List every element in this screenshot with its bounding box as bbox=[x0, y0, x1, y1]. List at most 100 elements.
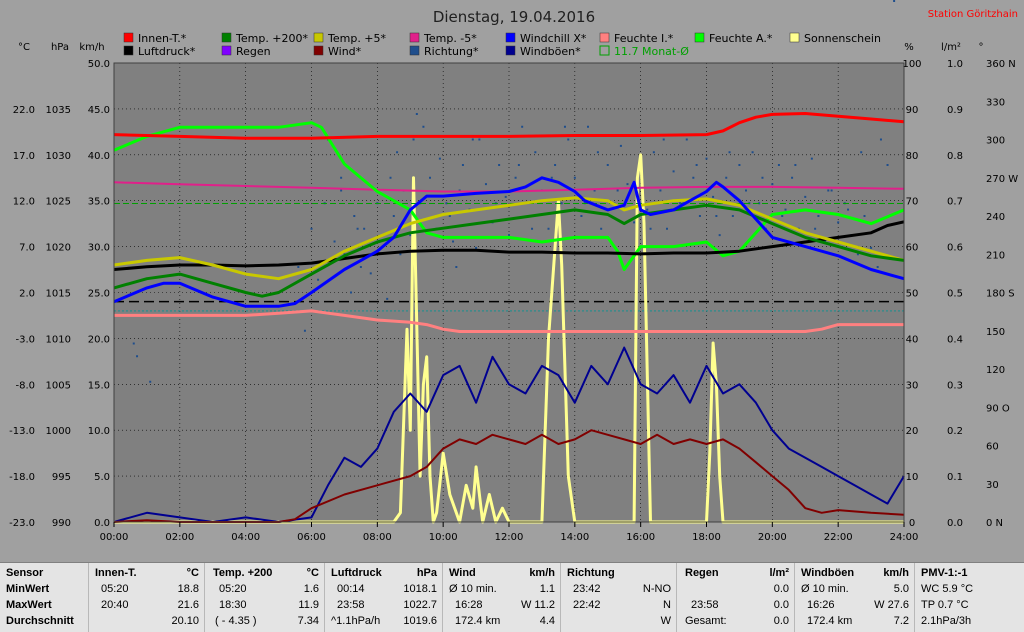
richtung-point bbox=[484, 183, 487, 186]
y-tick-kmh-7: 15.0 bbox=[88, 380, 110, 391]
y-tick-deg-9: 90 O bbox=[986, 403, 1010, 414]
richtung-point bbox=[415, 113, 418, 115]
axis-header-percent: % bbox=[904, 42, 914, 53]
stats-luftdruck-unit: hPa bbox=[416, 567, 437, 579]
richtung-point bbox=[356, 227, 359, 230]
stats-wind-max: W 11.2 bbox=[520, 599, 555, 611]
richtung-point bbox=[863, 215, 866, 217]
legend-swatch-8 bbox=[123, 45, 134, 56]
richtung-point bbox=[448, 215, 451, 217]
y-tick-lm2-2: 0.8 bbox=[947, 151, 963, 162]
legend-swatch-1 bbox=[221, 32, 232, 43]
richtung-point bbox=[738, 164, 741, 166]
series-line-6 bbox=[113, 196, 905, 281]
stats-innen-title: Innen-T. bbox=[95, 567, 137, 579]
richtung-point bbox=[893, 0, 896, 2]
legend-swatch-0 bbox=[123, 32, 134, 43]
stats-col-innen: Innen-T. °C 05:20 18.8 20:40 21.6 20.10 bbox=[88, 563, 205, 632]
stats-wind-avg-note: 172.4 km bbox=[455, 615, 501, 627]
stats-regen-title: Regen bbox=[685, 567, 719, 579]
richtung-point bbox=[317, 278, 320, 281]
y-tick-lm2-7: 0.3 bbox=[947, 380, 963, 391]
reference-lines bbox=[114, 300, 904, 312]
x-tick-2: 04:00 bbox=[231, 532, 260, 543]
richtung-point bbox=[695, 164, 698, 166]
richtung-point bbox=[830, 189, 833, 192]
y-tick-hpa-1: 1030 bbox=[46, 151, 71, 162]
stats-col-wind: Wind km/h Ø 10 min. 1.1 16:28 W 11.2 172… bbox=[442, 563, 561, 632]
stats-luftdruck-min: 1018.1 bbox=[403, 583, 437, 595]
richtung-point bbox=[310, 227, 313, 230]
stats-boeen-min: 5.0 bbox=[893, 583, 909, 595]
y-tick-percent-8: 20 bbox=[906, 426, 919, 437]
richtung-point bbox=[547, 227, 550, 230]
y-tick-hpa-5: 1010 bbox=[46, 334, 71, 345]
stats-col-boeen: Windböen km/h Ø 10 min. 5.0 16:26 W 27.6… bbox=[794, 563, 915, 632]
y-tick-percent-10: 0 bbox=[909, 518, 915, 529]
richtung-point bbox=[761, 176, 764, 179]
richtung-point bbox=[794, 164, 797, 166]
y-tick-deg-0: 360 N bbox=[986, 59, 1016, 70]
stats-min-label: MinWert bbox=[6, 583, 50, 595]
axes: 00:00 02:00 04:00 06:00 08:00 10:00 12:00 14:00… bbox=[9, 59, 1018, 543]
y-tick-lm2-5: 0.5 bbox=[947, 289, 963, 300]
stats-luftdruck-title: Luftdruck bbox=[331, 567, 382, 579]
stats-col-regen: Regen l/m² 0.0 23:58 0.0 Gesamt: 0.0 bbox=[676, 563, 795, 632]
richtung-point bbox=[847, 208, 850, 211]
stats-regen-min: 0.0 bbox=[773, 583, 789, 595]
legend-swatch-13 bbox=[599, 45, 610, 56]
richtung-point bbox=[359, 266, 362, 268]
y-tick-lm2-3: 0.7 bbox=[947, 197, 963, 208]
axis-header-hpa: hPa bbox=[51, 42, 69, 53]
stats-richtung-max-time: 22:42 bbox=[573, 599, 601, 611]
y-tick-kmh-0: 50.0 bbox=[88, 59, 110, 70]
richtung-point bbox=[712, 195, 715, 198]
y-tick-deg-5: 210 bbox=[986, 250, 1005, 261]
stats-boeen-unit: km/h bbox=[883, 567, 909, 579]
y-tick-deg-7: 150 bbox=[986, 327, 1005, 338]
stats-boeen-max: W 27.6 bbox=[874, 599, 909, 611]
series-line-11 bbox=[113, 112, 905, 140]
richtung-point bbox=[781, 215, 784, 217]
richtung-point bbox=[508, 234, 510, 237]
stats-sensor-title: Sensor bbox=[6, 567, 44, 579]
y-tick-deg-11: 30 bbox=[986, 480, 999, 491]
stats-temp200-title: Temp. +200 bbox=[213, 567, 273, 579]
richtung-point bbox=[560, 202, 563, 205]
richtung-point bbox=[791, 176, 794, 179]
richtung-point bbox=[445, 202, 448, 205]
stats-luftdruck-avg: 1019.6 bbox=[403, 615, 437, 627]
y-tick-celsius-1: 17.0 bbox=[13, 151, 35, 162]
legend-label-7: Sonnenschein bbox=[804, 32, 881, 45]
richtung-point bbox=[731, 215, 734, 217]
series-line-7 bbox=[113, 203, 905, 298]
x-tick-6: 12:00 bbox=[495, 532, 524, 543]
y-tick-percent-3: 70 bbox=[906, 197, 919, 208]
series-line-5 bbox=[113, 220, 905, 271]
y-tick-celsius-2: 12.0 bbox=[13, 197, 35, 208]
chart-title: Dienstag, 19.04.2016 bbox=[433, 8, 595, 26]
legend-label-2: Temp. +5* bbox=[327, 32, 387, 45]
richtung-point bbox=[149, 380, 152, 383]
stats-pmv-title: PMV-1:-1 bbox=[921, 567, 968, 579]
richtung-point bbox=[692, 176, 695, 179]
legend-swatch-5 bbox=[599, 32, 610, 43]
richtung-point bbox=[619, 144, 622, 147]
richtung-point bbox=[534, 151, 537, 154]
y-tick-deg-6: 180 S bbox=[986, 289, 1015, 300]
stats-temp200-max: 11.9 bbox=[298, 599, 319, 611]
richtung-point bbox=[725, 176, 728, 179]
axis-header-lm2: l/m² bbox=[941, 42, 961, 53]
x-tick-12: 24:00 bbox=[890, 532, 919, 543]
stats-innen-max-time: 20:40 bbox=[101, 599, 129, 611]
richtung-point bbox=[386, 297, 389, 300]
stats-richtung-min-time: 23:42 bbox=[573, 583, 601, 595]
richtung-point bbox=[504, 195, 507, 198]
stats-col-temp200: Temp. +200 °C 05:20 1.6 18:30 11.9 ( - 4… bbox=[204, 563, 325, 632]
stats-innen-min-time: 05:20 bbox=[101, 583, 129, 595]
richtung-point bbox=[827, 189, 830, 192]
y-tick-percent-9: 10 bbox=[906, 472, 919, 483]
x-tick-0: 00:00 bbox=[100, 532, 129, 543]
y-tick-hpa-3: 1020 bbox=[46, 243, 71, 254]
richtung-point bbox=[517, 164, 520, 166]
